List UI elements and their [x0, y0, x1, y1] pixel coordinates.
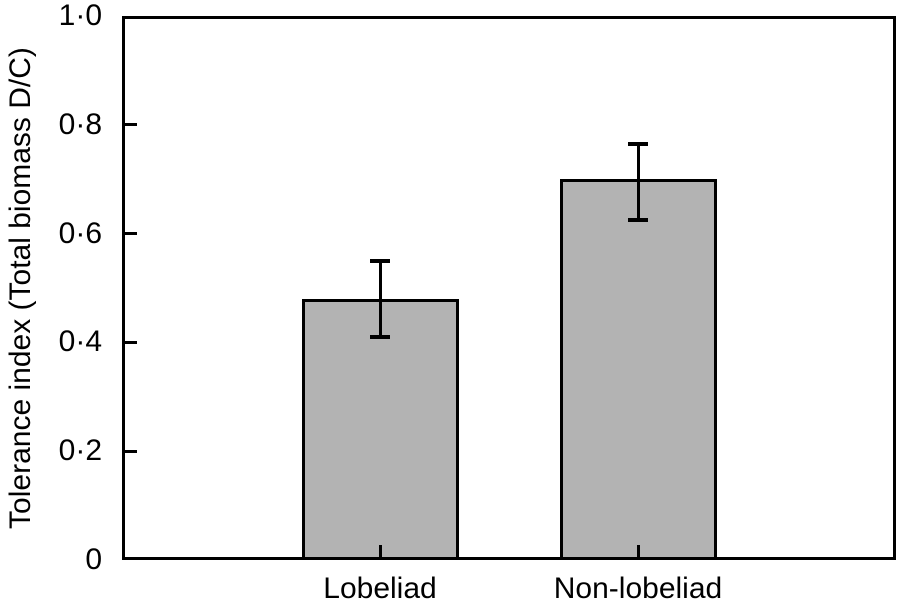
- y-tick-label: 0·8: [58, 107, 102, 141]
- y-tick-label: 0·4: [58, 325, 102, 359]
- x-tick-label-non-lobeliad: Non-lobeliad: [553, 572, 723, 605]
- error-bar-cap-bottom-non-lobeliad: [628, 218, 648, 222]
- error-bar-cap-top-non-lobeliad: [628, 141, 648, 146]
- error-bar-line-lobeliad: [378, 260, 382, 337]
- y-tick-label: 1·0: [58, 0, 102, 32]
- y-tick-label: 0·6: [58, 216, 102, 250]
- plot-area: [122, 16, 896, 560]
- x-tick-mark: [378, 545, 382, 557]
- y-tick-label: 0: [85, 543, 102, 576]
- y-tick-mark: [125, 340, 137, 344]
- y-tick-mark: [125, 449, 137, 453]
- error-bar-line-non-lobeliad: [636, 143, 640, 220]
- error-bar-cap-bottom-lobeliad: [370, 334, 390, 339]
- bar-lobeliad: [301, 298, 459, 560]
- y-axis-label: Tolerance index (Total biomass D/C): [4, 47, 37, 529]
- bar-non-lobeliad: [559, 179, 717, 560]
- x-tick-mark: [636, 545, 640, 557]
- y-tick-mark: [125, 232, 137, 236]
- error-bar-cap-top-lobeliad: [370, 258, 390, 263]
- y-tick-label: 0·2: [58, 434, 102, 468]
- x-tick-label-lobeliad: Lobeliad: [323, 572, 437, 605]
- y-tick-mark: [125, 123, 137, 127]
